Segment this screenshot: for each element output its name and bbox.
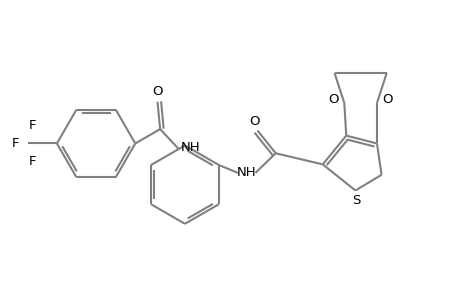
Text: F: F [28,155,36,168]
Text: NH: NH [236,167,256,179]
Text: O: O [152,85,162,98]
Text: F: F [12,137,19,150]
Text: O: O [248,115,259,128]
Text: O: O [381,93,392,106]
Text: NH: NH [180,141,200,154]
Text: S: S [352,194,360,207]
Text: O: O [328,93,338,106]
Text: F: F [28,119,36,132]
